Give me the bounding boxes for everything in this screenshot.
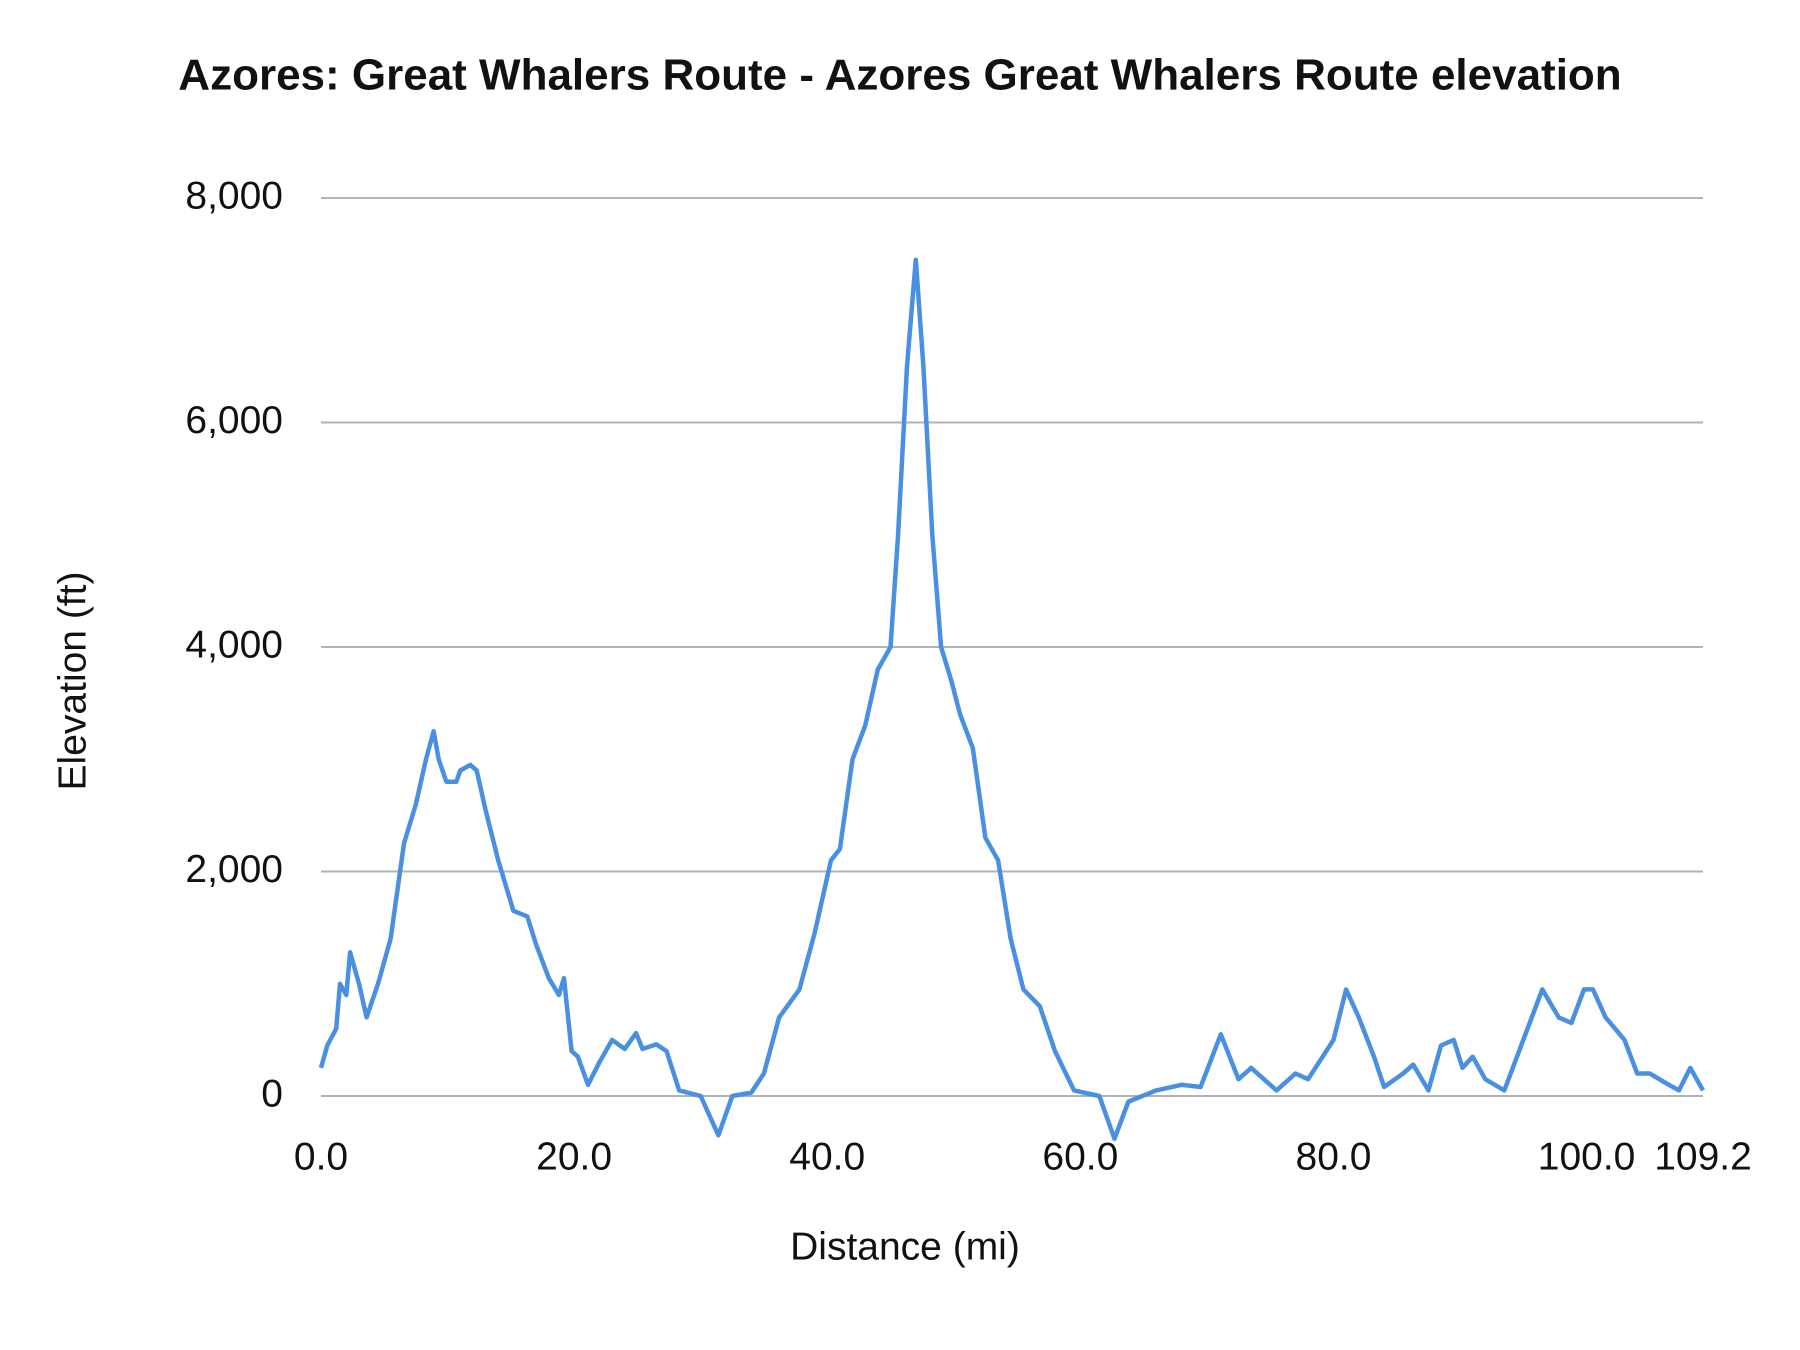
x-tick-label: 40.0 xyxy=(789,1135,865,1178)
x-tick-label: 20.0 xyxy=(536,1135,612,1178)
y-tick-label: 0 xyxy=(261,1072,283,1115)
x-tick-label: 60.0 xyxy=(1042,1135,1118,1178)
chart-title: Azores: Great Whalers Route - Azores Gre… xyxy=(178,51,1621,100)
y-axis-label: Elevation (ft) xyxy=(51,572,94,791)
line xyxy=(318,257,1705,1141)
y-tick-label: 6,000 xyxy=(185,399,283,442)
x-axis-label: Distance (mi) xyxy=(790,1225,1020,1268)
x-tick-label: 80.0 xyxy=(1296,1135,1372,1178)
x-tick-label: 109.2 xyxy=(1654,1135,1752,1178)
y-tick-label: 2,000 xyxy=(185,848,283,891)
x-tick-label: 100.0 xyxy=(1538,1135,1636,1178)
y-tick-label: 4,000 xyxy=(185,623,283,666)
x-tick-label: 0.0 xyxy=(294,1135,348,1178)
y-tick-label: 8,000 xyxy=(185,174,283,217)
